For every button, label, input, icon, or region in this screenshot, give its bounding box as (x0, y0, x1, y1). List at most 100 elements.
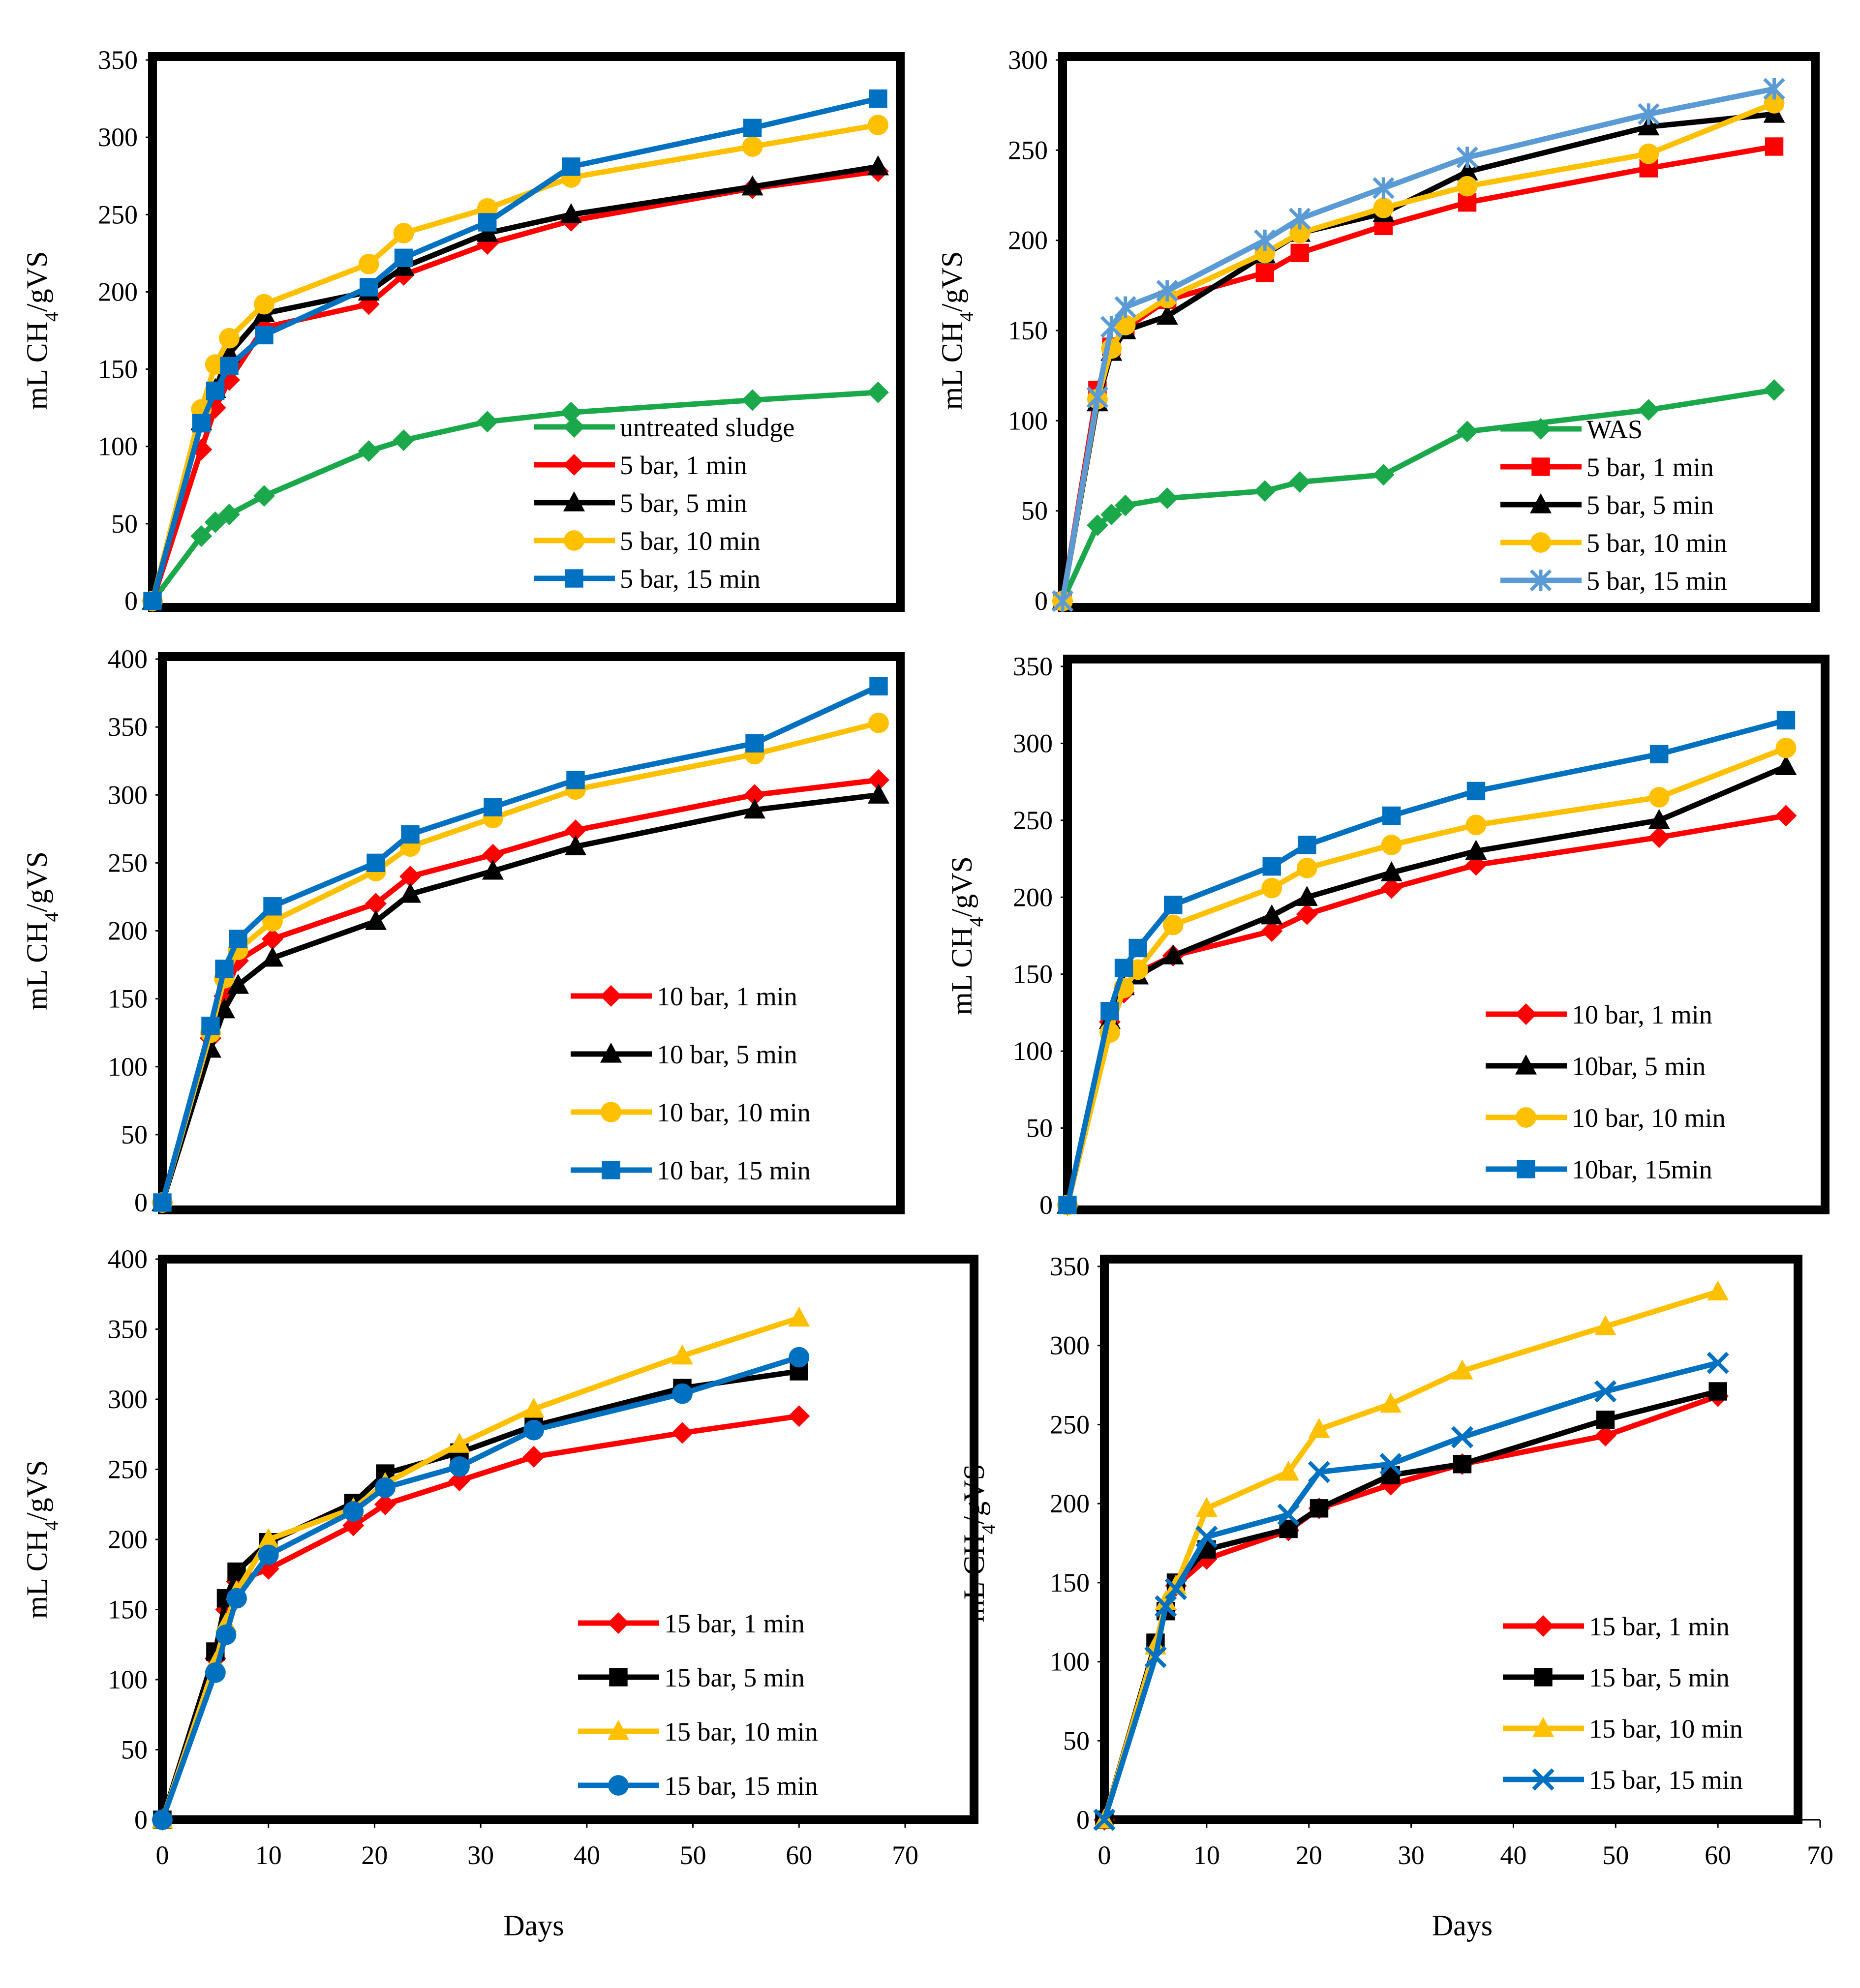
legend-marker (1532, 1717, 1554, 1737)
data-point (1707, 1280, 1729, 1301)
data-point (1278, 1460, 1300, 1481)
x-tick-label: 0 (156, 1840, 169, 1870)
y-tick-label: 50 (1063, 1726, 1090, 1755)
legend-label: 15 bar, 15 min (664, 1771, 818, 1801)
data-point (229, 930, 247, 948)
x-tick-label: 40 (1500, 1840, 1526, 1870)
data-point (1453, 1455, 1472, 1474)
data-point (201, 1017, 220, 1035)
data-point (869, 677, 888, 695)
data-point (743, 119, 762, 137)
data-point (1637, 103, 1660, 125)
y-tick-label: 0 (1035, 586, 1048, 616)
data-point (1156, 487, 1178, 509)
plot-frame (1058, 52, 1820, 612)
data-point (152, 1809, 173, 1830)
series-blue: 10bar, 15min (1058, 711, 1796, 1214)
y-axis-title-part: /gVS (945, 856, 978, 917)
legend-label: 5 bar, 1 min (1586, 452, 1714, 482)
y-tick-label: 300 (1008, 45, 1048, 75)
plot-frame (1063, 655, 1830, 1214)
data-point (562, 157, 580, 176)
data-point (868, 769, 889, 791)
legend-marker (1530, 493, 1552, 513)
y-tick-label: 250 (108, 1455, 148, 1484)
data-point (1775, 737, 1797, 758)
data-point (213, 998, 235, 1019)
series-blue: 10 bar, 15 min (153, 677, 888, 1212)
data-point (744, 798, 765, 819)
data-point (1100, 316, 1123, 338)
y-axis-title-part: mL CH (21, 322, 53, 410)
y-tick-label: 250 (1013, 806, 1053, 835)
data-point (399, 866, 421, 887)
y-tick-label: 400 (108, 644, 148, 674)
data-point (1382, 806, 1401, 825)
data-point (1638, 115, 1660, 136)
data-point (227, 973, 249, 994)
data-point (1144, 1646, 1167, 1668)
series-line (159, 1355, 802, 1823)
y-tick-label: 100 (1008, 406, 1048, 435)
data-point (476, 221, 498, 242)
legend-marker (1530, 532, 1551, 553)
y-tick-label: 100 (108, 1665, 148, 1694)
data-point (566, 771, 585, 789)
data-point (1289, 471, 1311, 493)
data-point (220, 357, 239, 375)
series-line (150, 168, 881, 604)
legend-marker (608, 1775, 629, 1796)
data-point (671, 1344, 693, 1365)
y-tick-label: 50 (1021, 496, 1048, 526)
data-point (742, 136, 763, 157)
y-axis-title: mL CH4/gVS (936, 251, 977, 410)
data-point (1290, 243, 1309, 263)
y-tick-label: 200 (98, 277, 138, 306)
data-point (219, 328, 240, 349)
y-axis-title-part: /gVS (21, 851, 53, 912)
data-point (1254, 480, 1276, 502)
data-point (1457, 176, 1478, 197)
y-tick-label: 250 (98, 200, 138, 229)
series-yellow: 5 bar, 10 min (142, 115, 888, 611)
data-point (253, 485, 275, 507)
data-point (1253, 229, 1276, 251)
y-tick-label: 300 (108, 1385, 148, 1414)
x-tick-label: 0 (1098, 1840, 1111, 1870)
legend-marker (1532, 1768, 1555, 1791)
data-point (359, 278, 378, 297)
data-point (254, 294, 274, 315)
y-tick-label: 100 (1050, 1647, 1090, 1677)
y-tick-label: 250 (1008, 135, 1048, 165)
y-tick-label: 200 (1013, 882, 1053, 912)
series-black: 10bar, 5 min (1057, 755, 1797, 1214)
legend-label: 5 bar, 10 min (1586, 528, 1727, 558)
series-green: untreated sludge (142, 381, 889, 612)
series-blue: 5 bar, 15 min (143, 89, 887, 610)
legend-label: untreated sludge (620, 413, 794, 442)
y-tick-label: 350 (98, 45, 138, 75)
y-axis-title-part: mL CH (21, 1531, 53, 1619)
legend-label: 5 bar, 15 min (1586, 566, 1727, 596)
y-tick-label: 150 (1008, 316, 1048, 345)
y-axis-title-subscript: 4 (965, 917, 987, 927)
data-point (1596, 1411, 1615, 1429)
data-point (1261, 877, 1282, 899)
y-tick-label: 250 (1050, 1410, 1090, 1439)
data-point (1638, 399, 1660, 421)
data-point (1372, 464, 1395, 486)
data-point (565, 819, 586, 842)
data-point (1100, 1002, 1119, 1021)
data-point (218, 504, 240, 525)
data-point (1373, 197, 1394, 218)
data-point (143, 592, 162, 610)
x-axis-title: Days (1432, 1909, 1493, 1942)
data-point (1086, 386, 1109, 408)
y-axis-title: mL CH4/gVS (945, 856, 987, 1015)
x-tick-label: 10 (1193, 1840, 1220, 1870)
y-axis-title-part: /gVS (21, 251, 53, 312)
legend-label: 15 bar, 10 min (664, 1717, 818, 1747)
legend-label: 5 bar, 5 min (1586, 490, 1714, 520)
y-tick-label: 400 (108, 1244, 148, 1274)
legend-marker (1515, 1003, 1537, 1025)
